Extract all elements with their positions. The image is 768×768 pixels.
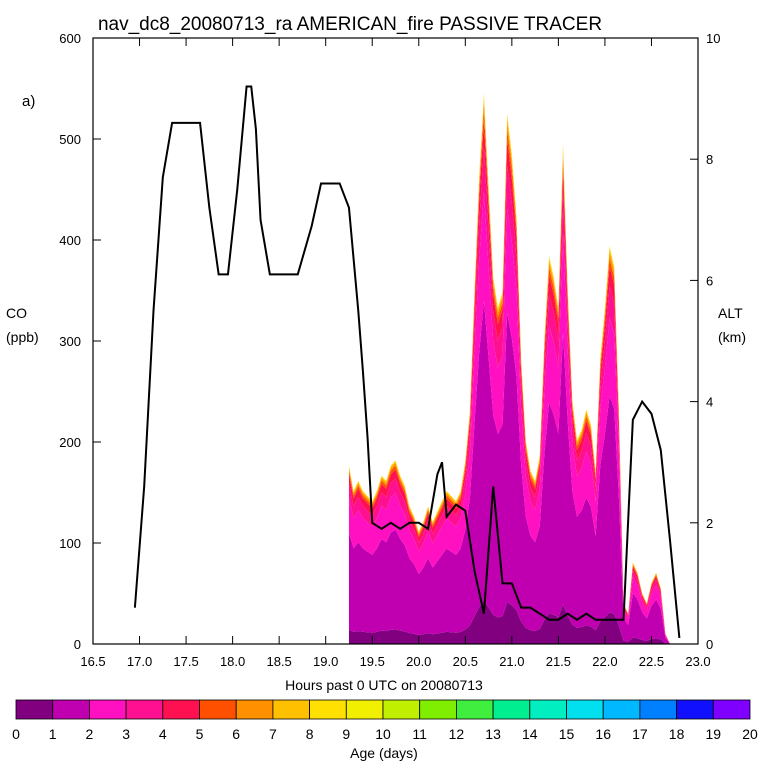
y-right-tick-label: 2 [706, 516, 713, 531]
colorbar-tick-label: 18 [669, 726, 685, 742]
co-tracer-areas [348, 93, 680, 645]
colorbar-tick-label: 5 [196, 726, 204, 742]
colorbar-swatch-4 [162, 699, 200, 720]
colorbar-tick-label: 13 [485, 726, 501, 742]
colorbar-tick-label: 4 [159, 726, 167, 742]
colorbar-tick-label: 14 [522, 726, 538, 742]
altitude-line [133, 85, 681, 639]
panel-label: a) [22, 93, 35, 110]
co-age-layer-3 [348, 147, 680, 644]
colorbar-swatch-0 [15, 699, 54, 720]
colorbar-tick-label: 1 [49, 726, 57, 742]
colorbar-swatch-6 [235, 699, 274, 720]
colorbar-swatch-2 [89, 699, 127, 720]
x-axis-ticks: 16.5 17.0 17.5 18.0 18.5 19.0 19.5 20.0 20.5 21.0… [80, 38, 711, 669]
colorbar-tick-label: 12 [449, 726, 465, 742]
y-left-tick-label: 0 [74, 637, 81, 652]
y-axis-left-label-line2: (ppb) [6, 329, 39, 345]
y-axis-right-label-line1: ALT [718, 305, 743, 321]
age-colorbar [15, 699, 751, 720]
co-age-layer-4 [348, 120, 680, 644]
x-tick-label: 19.0 [313, 654, 338, 669]
colorbar-swatch-8 [309, 699, 347, 720]
colorbar-tick-label: 16 [595, 726, 611, 742]
colorbar-tick-label: 15 [559, 726, 575, 742]
colorbar-swatch-12 [455, 699, 494, 720]
colorbar-tick-label: 2 [86, 726, 94, 742]
co-age-layer-0 [348, 600, 680, 644]
colorbar-swatch-17 [639, 699, 678, 720]
y-right-tick-label: 10 [706, 31, 720, 46]
x-tick-label: 23.0 [685, 654, 710, 669]
colorbar-swatch-18 [676, 699, 714, 720]
colorbar-swatch-5 [199, 699, 237, 720]
colorbar-tick-label: 0 [12, 726, 20, 742]
y-axis-right-ticks: 0 2 4 6 8 10 [690, 31, 720, 652]
co-age-layer-1 [348, 300, 680, 644]
colorbar-swatch-16 [602, 699, 641, 720]
x-tick-label: 21.0 [499, 654, 524, 669]
x-tick-label: 17.5 [173, 654, 198, 669]
x-tick-label: 18.5 [266, 654, 291, 669]
colorbar-swatch-13 [492, 699, 531, 720]
y-axis-right-label-line2: (km) [718, 329, 746, 345]
y-right-tick-label: 4 [706, 395, 713, 410]
colorbar-tick-label: 3 [122, 726, 130, 742]
co-age-layer-2 [348, 191, 680, 644]
colorbar-label: Age (days) [350, 745, 418, 761]
x-axis-label: Hours past 0 UTC on 20080713 [285, 677, 483, 693]
colorbar-swatch-7 [272, 699, 310, 720]
y-left-tick-label: 300 [59, 334, 81, 349]
y-left-tick-label: 500 [59, 132, 81, 147]
colorbar-swatch-11 [419, 699, 457, 720]
y-right-tick-label: 6 [706, 273, 713, 288]
colorbar-ticks: 0 1 2 3 4 5 6 7 8 9 10 11 12 13 14 15 16 17 18 19 20 [12, 726, 758, 742]
y-axis-left-label-line1: CO [6, 305, 27, 321]
colorbar-swatch-10 [382, 699, 421, 720]
colorbar-tick-label: 11 [412, 726, 427, 742]
colorbar-tick-label: 9 [342, 726, 350, 742]
colorbar-swatch-3 [125, 699, 164, 720]
y-axis-left-ticks: 0 100 200 300 400 500 600 [59, 31, 101, 652]
y-right-tick-label: 0 [706, 637, 713, 652]
y-left-tick-label: 400 [59, 233, 81, 248]
x-tick-label: 21.5 [546, 654, 571, 669]
x-tick-label: 22.0 [592, 654, 617, 669]
x-tick-label: 18.0 [220, 654, 245, 669]
colorbar-swatch-9 [345, 699, 384, 720]
x-tick-label: 16.5 [80, 654, 105, 669]
x-tick-label: 20.0 [406, 654, 431, 669]
colorbar-tick-label: 19 [706, 726, 722, 742]
y-left-tick-label: 600 [59, 31, 81, 46]
x-tick-label: 19.5 [360, 654, 385, 669]
colorbar-tick-label: 17 [632, 726, 648, 742]
x-tick-label: 20.5 [453, 654, 478, 669]
x-tick-label: 17.0 [127, 654, 152, 669]
colorbar-tick-label: 10 [375, 726, 391, 742]
colorbar-tick-label: 20 [742, 726, 758, 742]
colorbar-tick-label: 7 [269, 726, 277, 742]
colorbar-swatch-1 [52, 699, 90, 720]
y-right-tick-label: 8 [706, 152, 713, 167]
x-tick-label: 22.5 [639, 654, 664, 669]
colorbar-swatch-19 [712, 699, 751, 720]
chart-title: nav_dc8_20080713_ra AMERICAN_fire PASSIV… [98, 14, 602, 35]
y-left-tick-label: 100 [59, 536, 81, 551]
colorbar-swatch-14 [529, 699, 567, 720]
y-left-tick-label: 200 [59, 435, 81, 450]
colorbar-tick-label: 8 [306, 726, 314, 742]
colorbar-tick-label: 6 [232, 726, 240, 742]
colorbar-swatch-15 [566, 699, 604, 720]
